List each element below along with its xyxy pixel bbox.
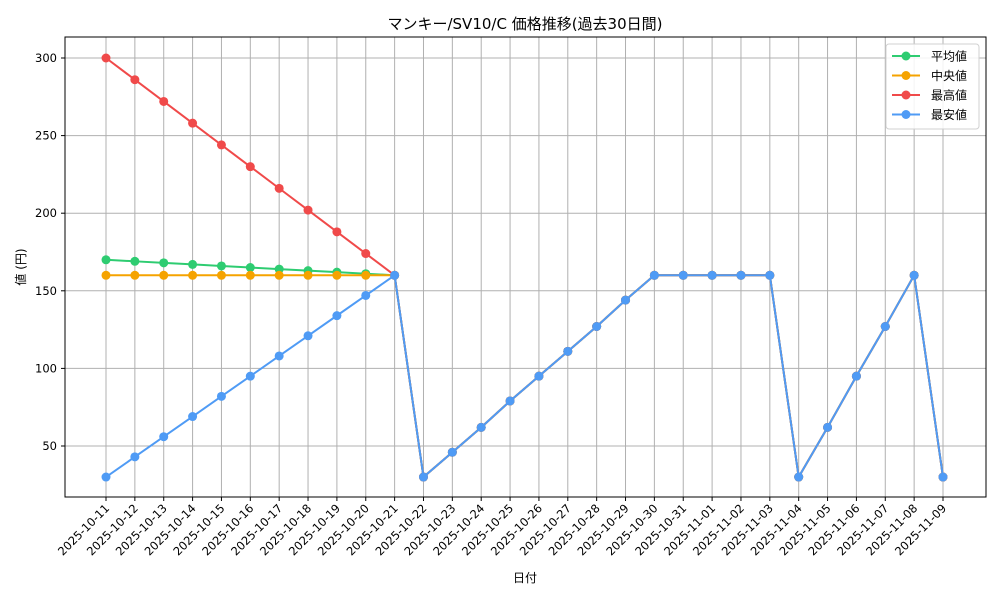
average-marker xyxy=(101,255,111,265)
median-marker xyxy=(332,270,342,280)
min-marker xyxy=(332,311,342,321)
min-marker xyxy=(505,396,515,406)
legend-label-min: 最安値 xyxy=(931,107,967,122)
max-marker xyxy=(245,162,255,172)
median-line xyxy=(106,272,944,481)
series-lines xyxy=(101,53,948,482)
min-marker xyxy=(909,270,919,280)
median-marker xyxy=(188,270,198,280)
y-tick-label: 300 xyxy=(35,51,57,65)
legend-swatch-marker xyxy=(901,51,911,61)
min-marker xyxy=(678,270,688,280)
min-marker xyxy=(476,422,486,432)
min-marker xyxy=(765,270,775,280)
average-marker xyxy=(130,256,140,266)
median-marker xyxy=(101,270,111,280)
min-marker xyxy=(245,371,255,381)
min-marker xyxy=(649,270,659,280)
x-axis-ticks: 2025-10-112025-10-122025-10-132025-10-14… xyxy=(55,497,949,558)
legend-label-average: 平均値 xyxy=(931,49,967,64)
average-marker xyxy=(159,258,169,268)
max-marker xyxy=(361,249,371,259)
min-marker xyxy=(303,331,313,341)
min-marker xyxy=(188,412,198,422)
median-marker xyxy=(361,270,371,280)
min-marker xyxy=(592,321,602,331)
y-tick-label: 100 xyxy=(35,361,57,375)
min-marker xyxy=(938,472,948,482)
legend-swatch-marker xyxy=(901,90,911,100)
max-marker xyxy=(101,53,111,63)
min-marker xyxy=(794,472,804,482)
max-marker xyxy=(274,183,284,193)
min-marker xyxy=(880,321,890,331)
average-marker xyxy=(188,259,198,269)
min-marker xyxy=(621,295,631,305)
average-marker xyxy=(216,261,226,271)
legend-label-max: 最高値 xyxy=(931,88,967,103)
y-axis-ticks: 50 100 150 200 250 300 xyxy=(35,51,65,453)
legend-label-median: 中央値 xyxy=(931,68,967,83)
y-tick-label: 50 xyxy=(42,439,57,453)
max-marker xyxy=(216,140,226,150)
plot-frame xyxy=(64,36,987,498)
max-marker xyxy=(159,96,169,106)
legend-swatch-marker xyxy=(901,71,911,80)
median-marker xyxy=(216,270,226,280)
min-line xyxy=(105,272,944,481)
min-marker xyxy=(101,472,111,482)
min-marker xyxy=(390,270,400,280)
min-marker xyxy=(736,270,746,280)
chart-title: マンキー/SV10/C 価格推移(過去30日間) xyxy=(387,15,662,33)
median-marker xyxy=(130,270,140,280)
average-marker xyxy=(274,264,284,274)
min-marker xyxy=(418,472,428,482)
max-marker xyxy=(332,227,342,237)
max-marker xyxy=(303,205,313,215)
y-axis-label: 値 (円) xyxy=(13,248,28,285)
min-marker xyxy=(823,422,833,432)
min-marker xyxy=(361,290,371,300)
min-marker xyxy=(216,391,226,401)
average-marker xyxy=(245,263,255,273)
max-marker xyxy=(130,75,140,85)
median-marker xyxy=(303,270,313,280)
grid-lines xyxy=(65,37,986,497)
legend-swatch-marker xyxy=(901,110,911,119)
y-tick-label: 250 xyxy=(35,129,57,143)
min-marker xyxy=(274,351,284,361)
legend-box xyxy=(885,43,980,130)
min-marker xyxy=(707,270,717,280)
median-marker xyxy=(245,270,255,280)
x-axis-label: 日付 xyxy=(513,571,537,585)
median-marker xyxy=(274,270,284,280)
max-line xyxy=(105,57,944,481)
y-tick-label: 200 xyxy=(35,206,57,220)
median-marker xyxy=(159,270,169,280)
min-marker xyxy=(447,447,457,457)
min-marker xyxy=(851,371,861,381)
min-marker xyxy=(130,452,140,462)
min-marker xyxy=(159,432,169,442)
y-tick-label: 150 xyxy=(35,284,57,298)
max-marker xyxy=(188,118,198,128)
min-marker xyxy=(534,371,544,381)
min-marker xyxy=(563,346,573,356)
